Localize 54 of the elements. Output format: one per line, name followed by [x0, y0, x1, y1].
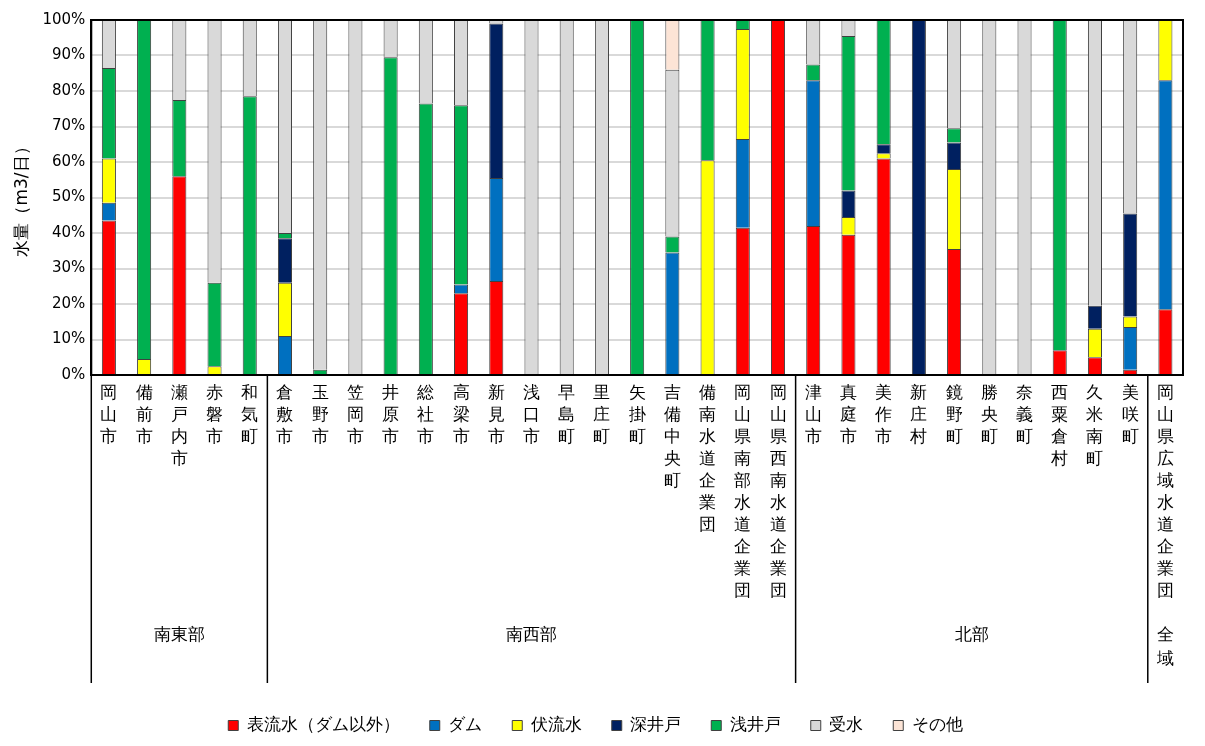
legend-label: 伏流水	[530, 713, 582, 734]
legend-label: 表流水（ダム以外）	[246, 713, 400, 734]
legend-label: 深井戸	[630, 713, 682, 734]
x-tick-label: 久米南町	[1086, 381, 1104, 468]
x-tick-label: 新見市	[487, 381, 505, 446]
x-tick-label: 吉備中央町	[663, 381, 681, 490]
y-tick-label: 0%	[61, 364, 86, 383]
y-tick-label: 90%	[51, 45, 86, 64]
x-tick-label: 里庄町	[593, 381, 611, 446]
x-tick-label: 岡山市	[100, 381, 118, 446]
legend-label: 浅井戸	[729, 713, 781, 734]
x-tick-label: 井原市	[382, 381, 400, 446]
y-tick-label: 60%	[51, 151, 86, 170]
x-tick-label: 玉野市	[311, 381, 329, 446]
category-label: 岡山県広域水道企業団	[1156, 381, 1174, 600]
legend-label: ダム	[448, 713, 483, 734]
x-tick-label: 倉敷市	[276, 381, 294, 446]
legend-label: その他	[911, 713, 963, 734]
text: 南東部	[153, 623, 205, 644]
y-tick-label: 70%	[51, 116, 86, 135]
y-tick-label: 50%	[51, 187, 86, 206]
y-tick-label: 40%	[51, 222, 86, 241]
x-tick-label: 西粟倉村	[1050, 381, 1069, 468]
y-tick-label: 80%	[51, 80, 86, 99]
category-label: 岡山県南部水道企業団	[734, 381, 752, 600]
x-tick-label: 赤磐市	[206, 381, 224, 446]
x-tick-label: 和気町	[241, 381, 259, 446]
x-tick-label: 美咲町	[1121, 381, 1139, 446]
x-tick-label: 勝央町	[980, 381, 998, 446]
y-tick-label: 10%	[51, 329, 86, 348]
text: 全域	[1155, 623, 1174, 668]
text: 北部	[954, 623, 989, 644]
x-tick-label: 津山市	[804, 381, 822, 446]
x-tick-label: 美作市	[874, 381, 893, 446]
x-tick-label: 浅口市	[522, 381, 540, 446]
y-axis-title: 水量（m3/日）	[10, 138, 31, 257]
x-tick-label: 備前市	[135, 381, 153, 446]
text: 南西部	[505, 623, 557, 644]
y-tick-label: 30%	[51, 258, 86, 277]
x-tick-label: 新庄村	[909, 381, 928, 446]
x-tick-label: 高梁市	[452, 381, 470, 446]
legend-label: 受水	[829, 713, 864, 734]
x-tick-label: 瀬戸内市	[170, 381, 188, 468]
category-label: 岡山県西南水道企業団	[769, 381, 787, 600]
x-tick-label: 奈義町	[1016, 381, 1034, 446]
x-tick-label: 笠岡市	[346, 381, 364, 446]
y-tick-label: 100%	[42, 9, 86, 28]
x-tick-label: 早島町	[558, 381, 576, 446]
x-tick-label: 総社市	[416, 381, 435, 446]
x-tick-label: 鏡野町	[945, 381, 963, 446]
y-tick-label: 20%	[51, 293, 86, 312]
x-tick-label: 矢掛町	[628, 381, 646, 446]
x-tick-label: 真庭市	[839, 381, 857, 446]
x-tick-label: 備南水道企業団	[699, 381, 717, 534]
